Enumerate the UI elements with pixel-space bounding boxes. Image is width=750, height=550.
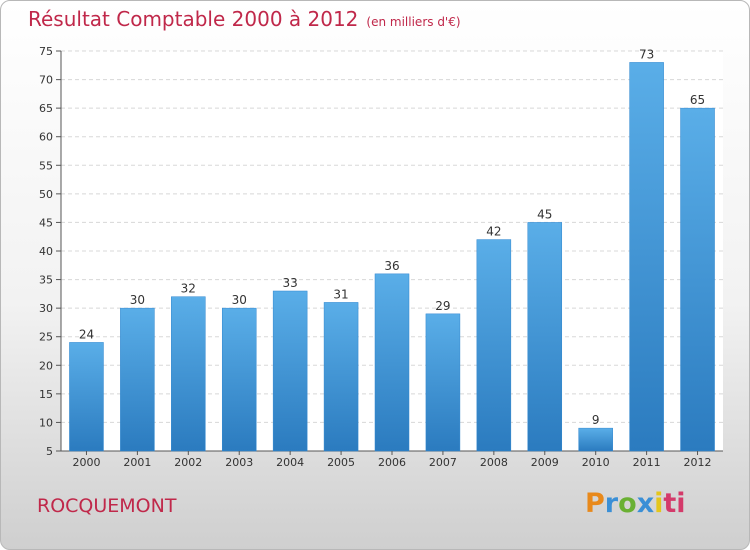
logo-letter: P xyxy=(585,488,605,519)
bar-value-label: 33 xyxy=(283,276,298,290)
bar-value-label: 65 xyxy=(690,93,705,107)
y-tick-label: 35 xyxy=(39,274,53,287)
bar-chart: 5 10 15 20 25 30 35 40 45 50 55 60 65 70 75 24 2000 30 200… xyxy=(1,1,750,550)
bar xyxy=(426,314,460,451)
y-tick-label: 5 xyxy=(46,445,53,458)
logo-letter: x xyxy=(637,488,654,519)
bar xyxy=(375,274,409,451)
x-tick-label: 2001 xyxy=(123,456,151,469)
y-tick-label: 25 xyxy=(39,331,53,344)
y-tick-label: 50 xyxy=(39,188,53,201)
y-tick-label: 55 xyxy=(39,159,53,172)
y-tick-label: 45 xyxy=(39,216,53,229)
x-tick-label: 2005 xyxy=(327,456,355,469)
bar-value-label: 73 xyxy=(639,47,654,61)
x-tick-label: 2000 xyxy=(72,456,100,469)
x-tick-label: 2002 xyxy=(174,456,202,469)
x-tick-label: 2012 xyxy=(684,456,712,469)
commune-name: ROCQUEMONT xyxy=(37,495,176,517)
x-tick-label: 2008 xyxy=(480,456,508,469)
bar xyxy=(69,342,103,451)
y-tick-label: 40 xyxy=(39,245,53,258)
logo-letter: i xyxy=(654,488,663,519)
bar-value-label: 9 xyxy=(592,413,600,427)
bar xyxy=(273,291,307,451)
y-tick-label: 30 xyxy=(39,302,53,315)
bar-value-label: 42 xyxy=(486,225,501,239)
y-tick-label: 65 xyxy=(39,102,53,115)
bar xyxy=(477,240,511,451)
x-tick-label: 2010 xyxy=(582,456,610,469)
bar xyxy=(171,297,205,451)
x-tick-label: 2009 xyxy=(531,456,559,469)
bar-value-label: 36 xyxy=(384,259,399,273)
bar-value-label: 24 xyxy=(79,327,94,341)
bar-value-label: 31 xyxy=(333,287,348,301)
x-tick-label: 2006 xyxy=(378,456,406,469)
bar xyxy=(681,108,715,451)
chart-frame: Résultat Comptable 2000 à 2012 (en millie… xyxy=(0,0,750,550)
y-tick-label: 70 xyxy=(39,74,53,87)
logo-letter: r xyxy=(605,488,618,519)
proxiti-logo: Proxiti xyxy=(585,488,686,519)
x-tick-label: 2003 xyxy=(225,456,253,469)
bar-value-label: 30 xyxy=(232,293,247,307)
x-tick-label: 2007 xyxy=(429,456,457,469)
y-tick-label: 20 xyxy=(39,359,53,372)
bar xyxy=(579,428,613,451)
logo-letter: o xyxy=(618,488,637,519)
bar xyxy=(120,308,154,451)
bar-value-label: 30 xyxy=(130,293,145,307)
logo-letter: ti xyxy=(663,488,685,519)
bar xyxy=(222,308,256,451)
bar xyxy=(324,302,358,451)
x-tick-label: 2004 xyxy=(276,456,304,469)
bar-value-label: 45 xyxy=(537,207,552,221)
x-tick-label: 2011 xyxy=(633,456,661,469)
y-tick-label: 75 xyxy=(39,45,53,58)
bar xyxy=(528,222,562,451)
bar-value-label: 29 xyxy=(435,299,450,313)
y-tick-label: 60 xyxy=(39,131,53,144)
y-tick-label: 15 xyxy=(39,388,53,401)
bar xyxy=(630,62,664,451)
bar-value-label: 32 xyxy=(181,282,196,296)
y-tick-label: 10 xyxy=(39,416,53,429)
